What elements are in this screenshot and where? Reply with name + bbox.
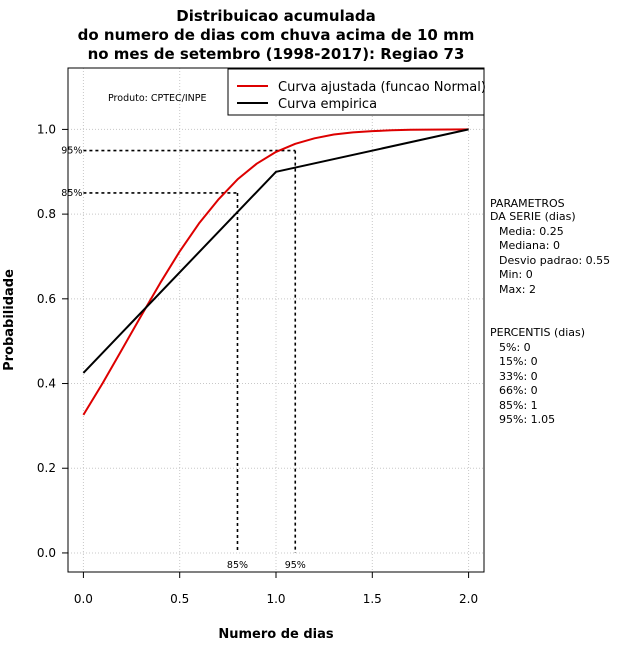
percentile-95: 95%: 1.05: [499, 413, 555, 426]
series-line-empirical: [82, 128, 469, 374]
ref-label-x: 85%: [227, 560, 248, 571]
chart-title-line-1: Distribuicao acumulada: [176, 7, 375, 25]
parameter-min: Min: 0: [499, 268, 533, 281]
chart-title-line-2: do numero de dias com chuva acima de 10 …: [78, 26, 475, 44]
parameters-title-line-2: DA SERIE (dias): [490, 210, 576, 223]
x-tick-label: 1.5: [363, 592, 382, 606]
x-axis-title: Numero de dias: [218, 627, 334, 642]
x-tick-label: 2.0: [459, 592, 478, 606]
percentile-85: 85%: 1: [499, 399, 538, 412]
grid: [68, 68, 484, 572]
parameters-title-line-1: PARAMETROS: [490, 197, 565, 210]
x-tick-label: 1.0: [266, 592, 285, 606]
y-tick-label: 0.2: [37, 461, 56, 475]
ref-label-x: 95%: [285, 560, 306, 571]
ref-label-y: 95%: [61, 146, 82, 157]
parameter-max: Max: 2: [499, 283, 536, 296]
y-tick-label: 0.8: [37, 207, 56, 221]
y-tick-label: 1.0: [37, 122, 56, 136]
legend-box: [227, 68, 485, 116]
chart-title-line-3: no mes de setembro (1998-2017): Regiao 7…: [88, 45, 465, 63]
series-layer: [82, 128, 469, 416]
percentile-33: 33%: 0: [499, 370, 538, 383]
legend: Curva ajustada (funcao Normal) Curva emp…: [227, 68, 486, 116]
product-note: Produto: CPTEC/INPE: [108, 93, 207, 104]
x-tick-label: 0.0: [74, 592, 93, 606]
y-tick-label: 0.4: [37, 377, 56, 391]
percentile-15: 15%: 0: [499, 355, 538, 368]
reference-lines: 85% 85% 95% 95%: [61, 146, 306, 571]
y-tick-label: 0.6: [37, 292, 56, 306]
percentiles-title: PERCENTIS (dias): [490, 326, 585, 339]
y-tick-label: 0.0: [37, 546, 56, 560]
x-tick-label: 0.5: [170, 592, 189, 606]
legend-label-fitted: Curva ajustada (funcao Normal): [278, 80, 486, 95]
y-axis-title: Probabilidade: [2, 269, 17, 371]
parameters-panel: PARAMETROS DA SERIE (dias) Media: 0.25 M…: [490, 197, 610, 296]
percentile-66: 66%: 0: [499, 384, 538, 397]
parameter-mediana: Mediana: 0: [499, 239, 560, 252]
parameter-desvio: Desvio padrao: 0.55: [499, 254, 610, 267]
axis-ticks: 0.0 0.5 1.0 1.5 2.0 0.0 0.2 0.4 0.6 0.8 1.0: [37, 122, 478, 606]
parameter-media: Media: 0.25: [499, 225, 564, 238]
ref-label-y: 85%: [61, 188, 82, 199]
legend-label-empirical: Curva empirica: [278, 97, 377, 112]
percentile-5: 5%: 0: [499, 341, 531, 354]
percentiles-panel: PERCENTIS (dias) 5%: 0 15%: 0 33%: 0 66%…: [490, 326, 585, 426]
